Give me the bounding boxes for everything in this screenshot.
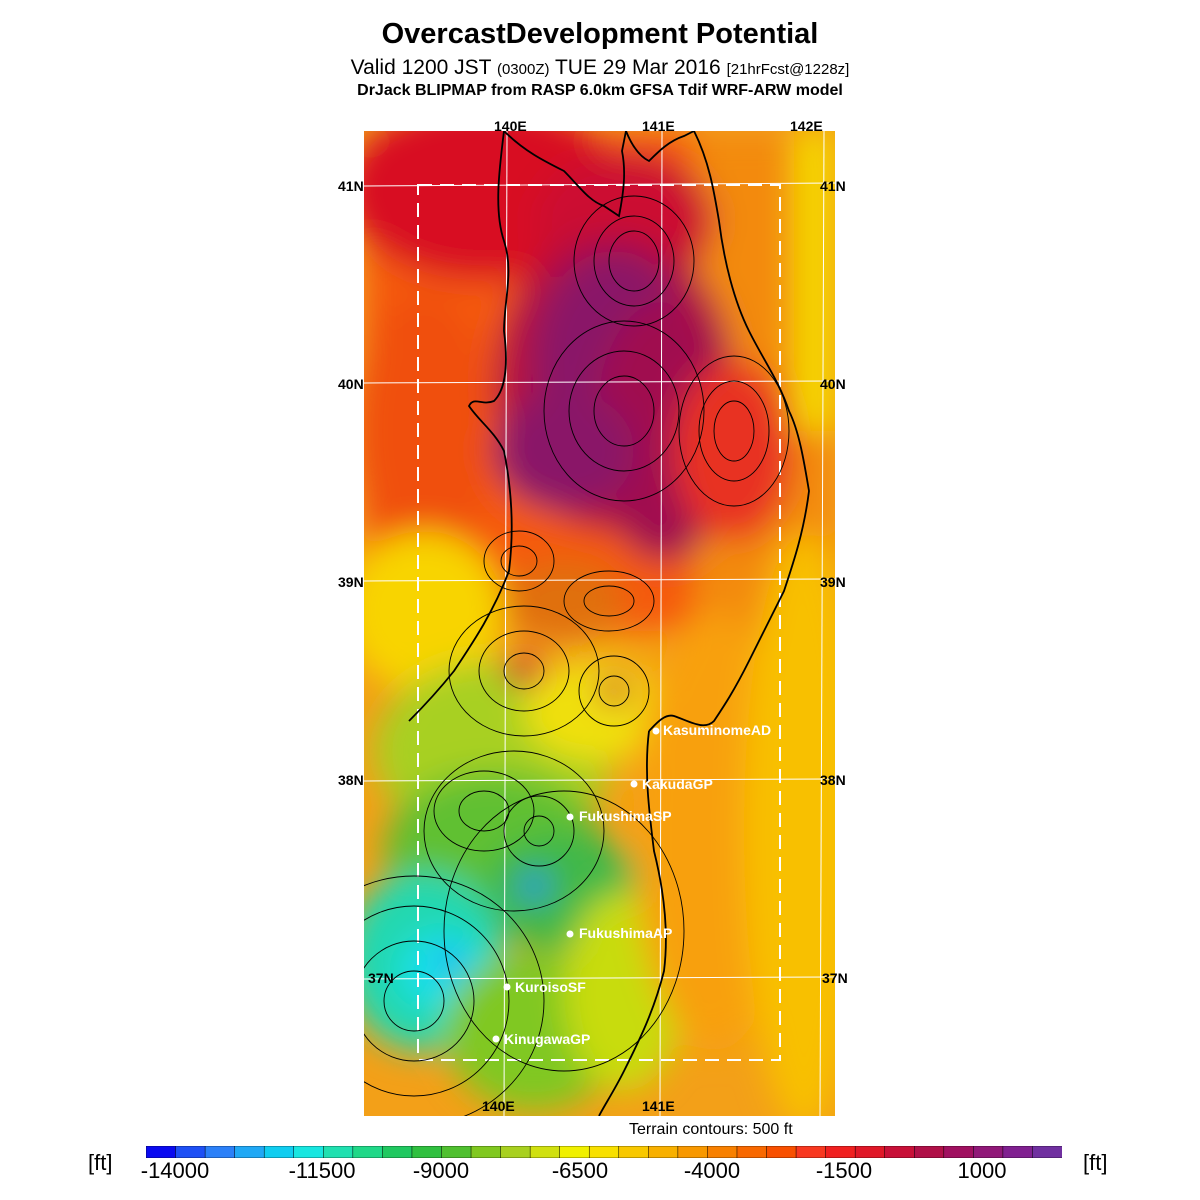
colorbar-swatch [441, 1146, 472, 1158]
colorbar-label: -6500 [551, 1158, 609, 1183]
colorbar-swatch [293, 1146, 325, 1158]
colorbar-label: -4000 [683, 1158, 741, 1183]
station-label: KasuminomeAD [663, 722, 772, 738]
graticule [364, 131, 835, 1116]
colorbar-swatch [648, 1146, 679, 1158]
colorbar-swatch [175, 1146, 206, 1158]
station-dot [492, 1035, 500, 1043]
colorbar-swatch [352, 1146, 384, 1158]
colorbar-swatch [411, 1146, 443, 1158]
terrain-contours-note: Terrain contours: 500 ft [629, 1121, 793, 1138]
lat-tick: 38N [338, 772, 364, 788]
colorbar-label: -9000 [412, 1158, 470, 1183]
station-markers [492, 727, 660, 1043]
colorbar-swatch [1032, 1146, 1062, 1158]
colorbar-swatch [204, 1146, 236, 1158]
colorbar-swatch [973, 1146, 1004, 1158]
colorbar-swatch [618, 1146, 650, 1158]
colorbar-swatch [1002, 1146, 1034, 1158]
terrain-contours [364, 195, 790, 1116]
coastline [408, 131, 810, 1116]
station-label: FukushimaAP [579, 925, 673, 941]
chart-title: OvercastDevelopment Potential [381, 18, 819, 50]
colorbar-swatch [146, 1146, 177, 1158]
lat-tick: 38N [820, 772, 846, 788]
station-dot [630, 780, 638, 788]
colorbar-label: -14000 [140, 1158, 210, 1183]
station-label: KakudaGP [642, 776, 713, 792]
colorbar-label: 1000 [957, 1158, 1007, 1183]
colorbar-swatch [263, 1146, 295, 1158]
colorbar-swatch [529, 1146, 561, 1158]
colorbar-unit-right: [ft] [1083, 1150, 1108, 1175]
colorbar-swatch [736, 1146, 768, 1158]
colorbar-swatch [884, 1146, 916, 1158]
lon-tick: 140E [494, 118, 527, 134]
lat-tick: 37N [368, 970, 394, 986]
colorbar-swatch [766, 1146, 797, 1158]
lon-tick: 141E [642, 1098, 675, 1114]
lat-tick: 39N [338, 574, 364, 590]
station-dot [566, 813, 574, 821]
station-label: KinugawaGP [504, 1031, 591, 1047]
colorbar-swatch [795, 1146, 827, 1158]
colorbar-swatch [588, 1146, 620, 1158]
inner-domain-box [417, 184, 781, 1061]
station-label: KuroisoSF [515, 979, 586, 995]
valid-date: TUE 29 Mar 2016 [554, 56, 721, 79]
forecast-map [364, 131, 835, 1116]
colorbar-swatch [323, 1146, 354, 1158]
overcast-field [364, 131, 835, 1116]
colorbar-swatch [707, 1146, 738, 1158]
colorbar-swatch [234, 1146, 265, 1158]
colorbar-swatch [677, 1146, 709, 1158]
station-dot [652, 727, 660, 735]
colorbar-swatch [914, 1146, 945, 1158]
lon-tick: 141E [642, 118, 675, 134]
lon-tick: 142E [790, 118, 823, 134]
colorbar-swatch [943, 1146, 975, 1158]
lat-tick: 41N [820, 178, 846, 194]
lon-tick: 140E [482, 1098, 515, 1114]
station-dot [566, 930, 574, 938]
valid-prefix: Valid 1200 JST [350, 56, 492, 79]
forecast-tag: [21hrFcst@1228z] [726, 61, 850, 78]
colorbar-swatch [825, 1146, 856, 1158]
colorbar [146, 1146, 1062, 1158]
station-dot [503, 983, 511, 991]
colorbar-label: -1500 [815, 1158, 873, 1183]
valid-zulu: (0300Z) [496, 61, 550, 78]
colorbar-swatch [500, 1146, 531, 1158]
colorbar-swatch [854, 1146, 886, 1158]
model-description: DrJack BLIPMAP from RASP 6.0km GFSA Tdif… [357, 82, 843, 99]
lat-tick: 41N [338, 178, 364, 194]
colorbar-label: -11500 [288, 1158, 356, 1183]
station-label: FukushimaSP [579, 808, 672, 824]
lat-tick: 37N [822, 970, 848, 986]
map-canvas [364, 131, 835, 1116]
lat-tick: 39N [820, 574, 846, 590]
lat-tick: 40N [820, 376, 846, 392]
colorbar-swatch [559, 1146, 590, 1158]
lat-tick: 40N [338, 376, 364, 392]
colorbar-swatch [470, 1146, 502, 1158]
colorbar-swatch [382, 1146, 413, 1158]
colorbar-unit-left: [ft] [88, 1150, 113, 1175]
valid-time-line: Valid 1200 JST (0300Z) TUE 29 Mar 2016 [… [0, 56, 1200, 80]
